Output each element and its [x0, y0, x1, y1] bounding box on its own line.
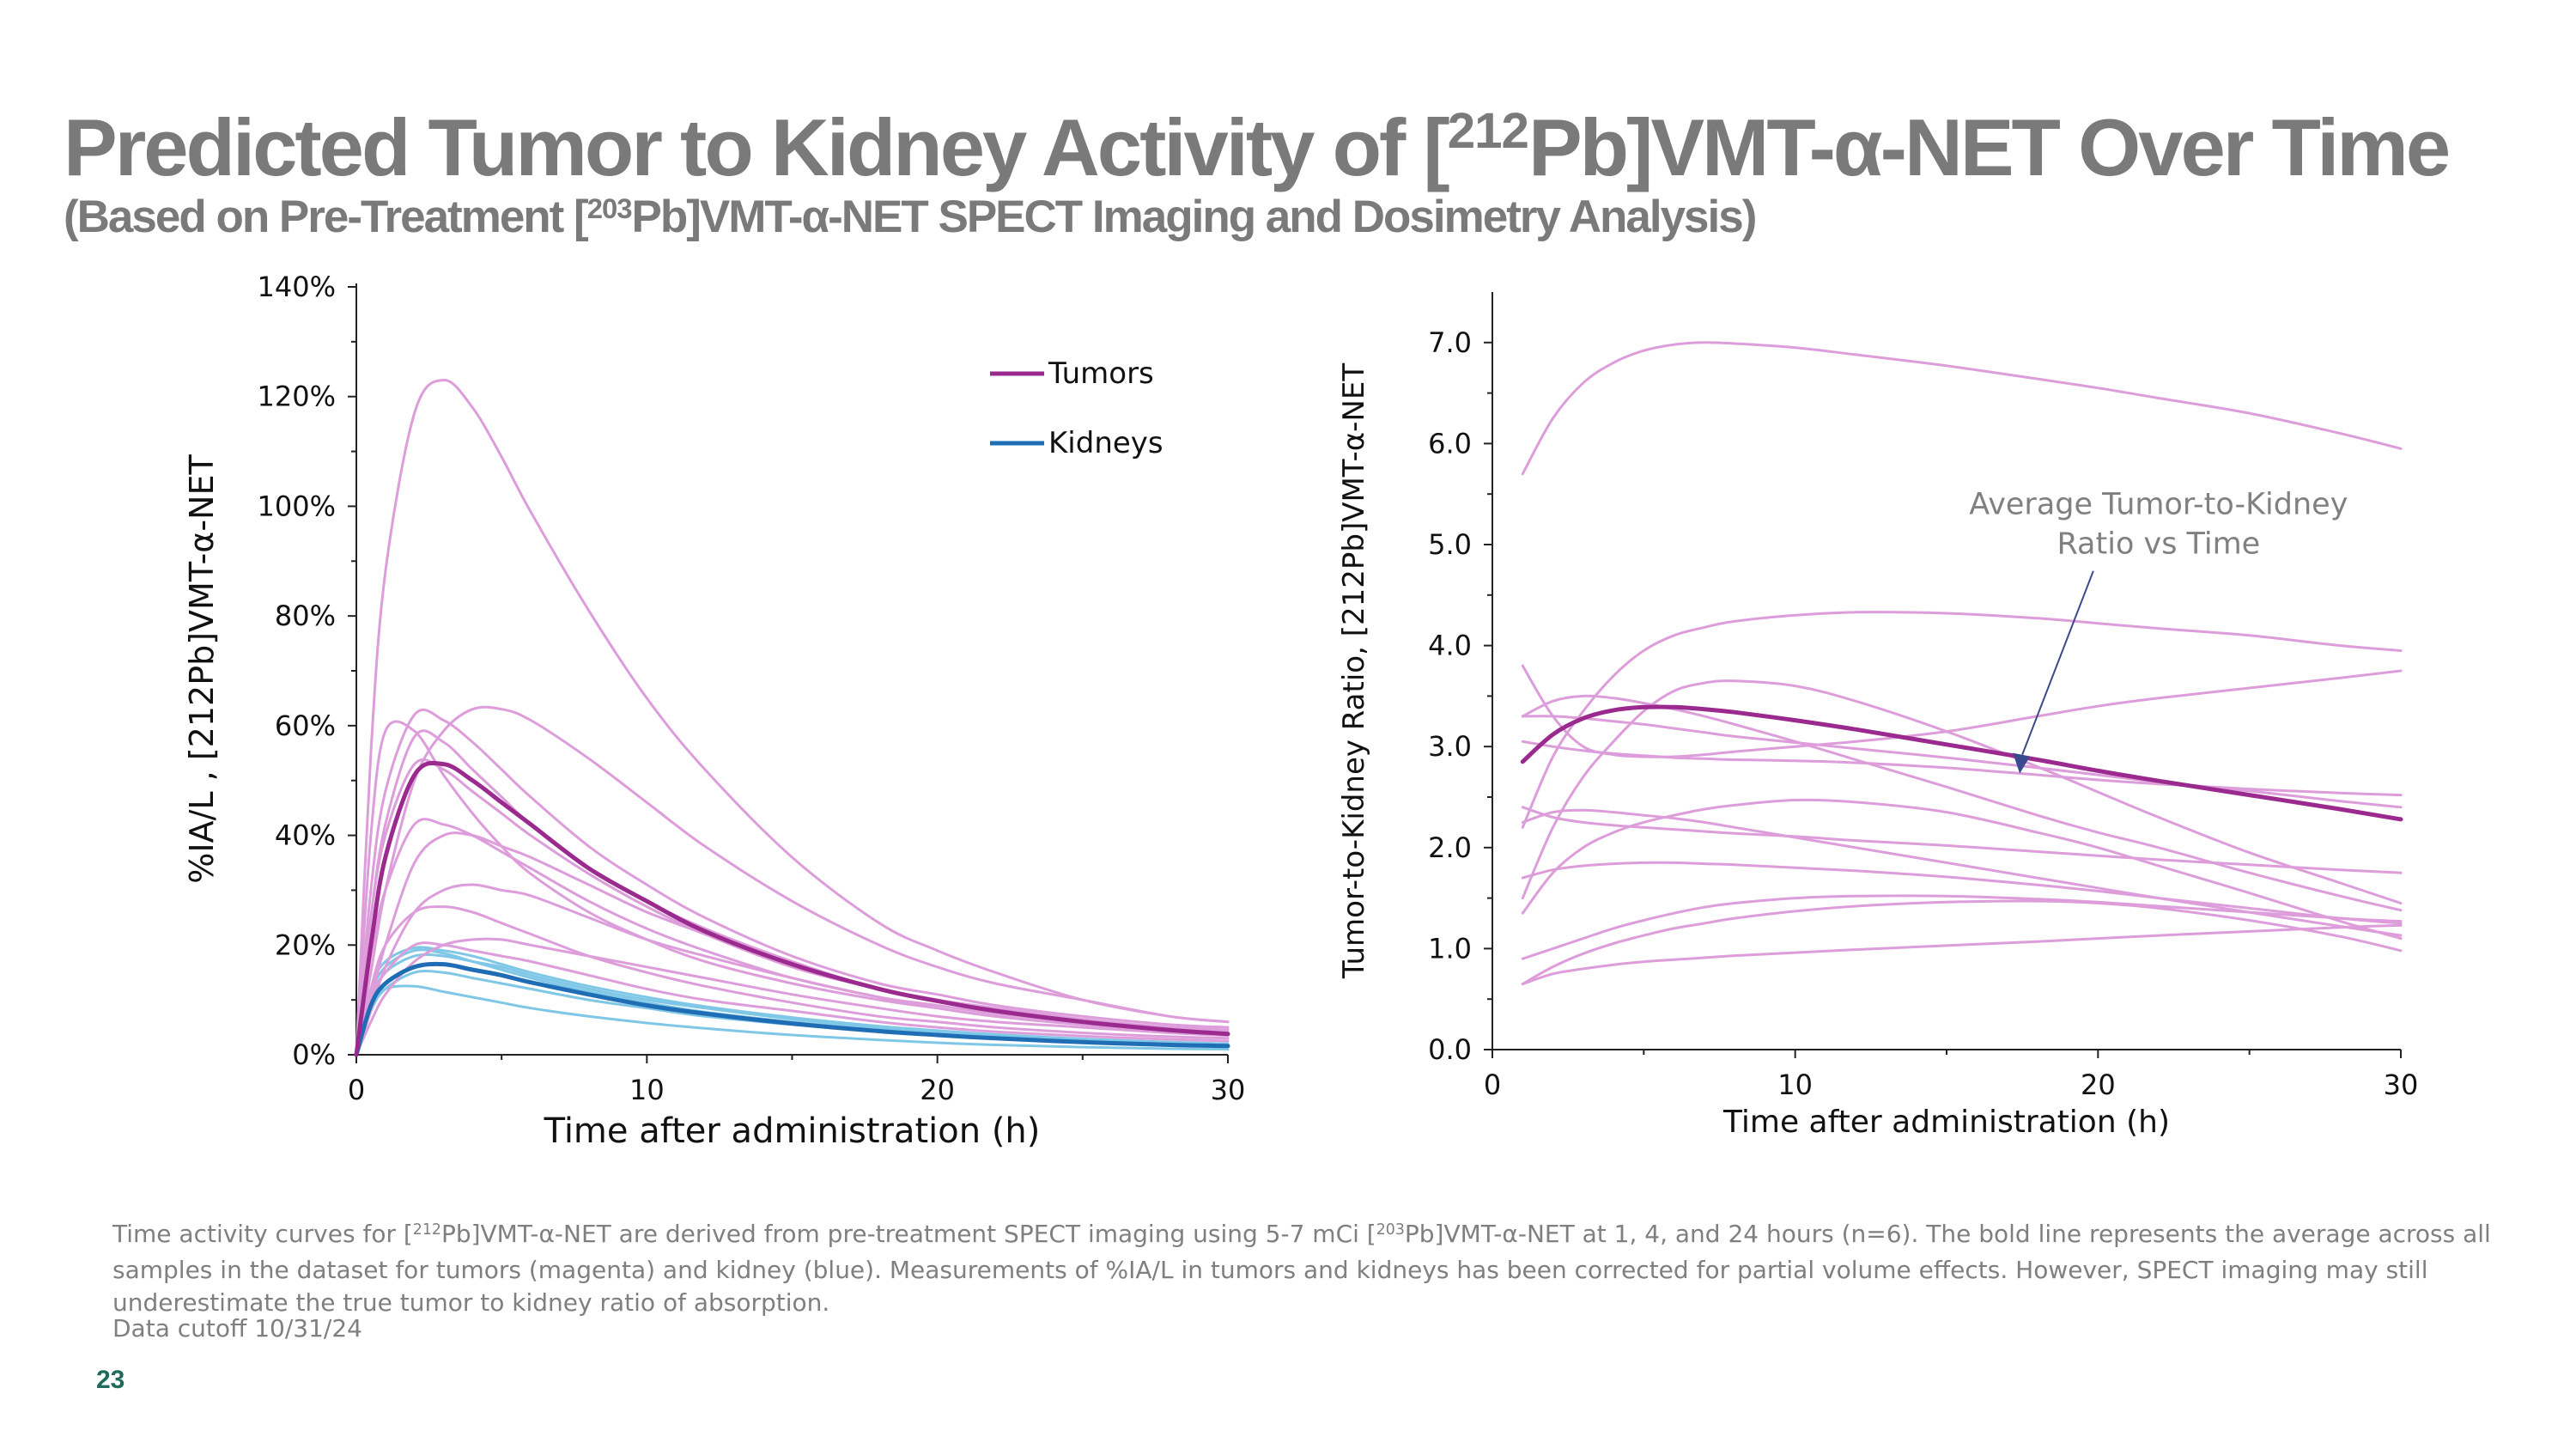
- x-tick-label: 20: [920, 1074, 955, 1106]
- series-line-patient-a: [1521, 341, 2403, 476]
- title-text-post: Pb]VMT-α-NET Over Time: [1528, 102, 2451, 192]
- slide-title: Predicted Tumor to Kidney Activity of [2…: [64, 103, 2554, 192]
- y-tick-label: 2.0: [1428, 831, 1472, 864]
- series-line-patient-b: [1521, 611, 2403, 829]
- footnote: Time activity curves for [212Pb]VMT-α-NE…: [112, 1218, 2517, 1319]
- series-line-kidney-5: [355, 984, 1230, 1056]
- x-tick-label: 0: [348, 1074, 365, 1106]
- ratio-chart: 0.0 1.0 2.0 3.0 4.0 5.0 6.0 7.0 0 10 20 30 Time afte…: [1337, 292, 2419, 1140]
- y-tick-label: 140%: [258, 271, 336, 303]
- series-line-patient-n: [1521, 899, 2403, 986]
- data-cutoff: Data cutoff 10/31/24: [112, 1314, 362, 1342]
- x-tick-label: 20: [2081, 1068, 2116, 1101]
- x-tick-label: 0: [1484, 1068, 1501, 1101]
- series-line-tumor-11: [355, 937, 1230, 1056]
- x-tick-label: 10: [629, 1074, 665, 1106]
- y-tick-label: 5.0: [1428, 528, 1472, 561]
- series-line-kidney-3: [355, 953, 1230, 1056]
- series-line-tumor-12: [355, 941, 1230, 1056]
- y-axis-label: Tumor-to-Kidney Ratio, [212Pb]VMT-α-NET: [1337, 363, 1371, 979]
- series-line-patient-i: [1521, 808, 2403, 937]
- y-tick-label: 1.0: [1428, 932, 1472, 965]
- y-tick-label: 60%: [275, 709, 336, 742]
- annotation-line-2: Ratio vs Time: [2057, 527, 2261, 562]
- slide-subtitle: (Based on Pre-Treatment [203Pb]VMT-α-NET…: [64, 192, 2554, 242]
- y-tick-label: 100%: [258, 490, 336, 522]
- series-line-tumor-7: [355, 818, 1230, 1056]
- series-line-tumor-3: [355, 709, 1230, 1056]
- series-line-tumor-average: [354, 760, 1230, 1057]
- footnote-text-1: Time activity curves for [: [112, 1220, 413, 1248]
- activity-chart: 0% 20% 40% 60% 80% 100% 120% 140% 0 10 20 30 Time af…: [183, 271, 1246, 1151]
- series-line-kidney-average: [354, 961, 1230, 1057]
- x-axis-label: Time after administration (h): [544, 1111, 1041, 1151]
- y-tick-label: 7.0: [1428, 326, 1472, 359]
- footnote-text-2: Pb]VMT-α-NET are derived from pre-treatm…: [440, 1220, 1376, 1248]
- series-line-patient-k: [1521, 861, 2403, 925]
- series-line-tumor-1: [355, 379, 1230, 1056]
- y-tick-label: 80%: [275, 600, 336, 632]
- series-line-patient-l: [1521, 894, 2403, 960]
- x-axis-label: Time after administration (h): [1722, 1105, 2170, 1140]
- footnote-sup-2: 203: [1376, 1221, 1405, 1239]
- series-line-patient-c: [1521, 679, 2403, 904]
- y-tick-label: 0.0: [1428, 1033, 1472, 1066]
- y-tick-label: 120%: [258, 381, 336, 413]
- y-axis-label: %IA/L , [212Pb]VMT-α-NET: [183, 454, 221, 884]
- x-tick-label: 30: [2384, 1068, 2419, 1101]
- footnote-sup-1: 212: [412, 1221, 441, 1239]
- series-line-patient-j: [1521, 798, 2403, 941]
- subtitle-text-pre: (Based on Pre-Treatment [: [64, 192, 589, 242]
- annotation-line-1: Average Tumor-to-Kidney: [1969, 488, 2348, 522]
- annotation-arrow-shaft: [2021, 570, 2094, 755]
- series-line-patient-h: [1521, 806, 2403, 874]
- series-line-tumor-4: [355, 705, 1230, 1056]
- x-tick-label: 10: [1777, 1068, 1813, 1101]
- series-line-patient-d: [1521, 664, 2403, 758]
- series-line-average: [1520, 704, 2403, 822]
- legend-label-kidneys: Kidneys: [1048, 426, 1163, 460]
- legend-label-tumors: Tumors: [1048, 356, 1154, 391]
- series-line-tumor-10: [355, 905, 1230, 1056]
- series-line-patient-m: [1521, 923, 2403, 986]
- y-tick-label: 0%: [292, 1038, 336, 1071]
- y-tick-label: 20%: [275, 928, 336, 961]
- footnote-text-3: Pb]VMT-α-NET at 1, 4, and 24 hours (n=6)…: [112, 1220, 2491, 1317]
- x-tick-label: 30: [1211, 1074, 1246, 1106]
- series-line-patient-g: [1521, 740, 2403, 797]
- y-tick-label: 40%: [275, 819, 336, 852]
- subtitle-text-post: Pb]VMT-α-NET SPECT Imaging and Dosimetry…: [631, 192, 1758, 242]
- y-tick-label: 6.0: [1428, 427, 1472, 460]
- y-tick-label: 4.0: [1428, 630, 1472, 662]
- page-number: 23: [96, 1366, 125, 1394]
- title-superscript: 212: [1447, 102, 1529, 159]
- y-tick-label: 3.0: [1428, 730, 1472, 763]
- annotation-arrow-head: [2013, 752, 2031, 774]
- title-text-pre: Predicted Tumor to Kidney Activity of [: [64, 102, 1450, 192]
- subtitle-superscript: 203: [586, 192, 633, 224]
